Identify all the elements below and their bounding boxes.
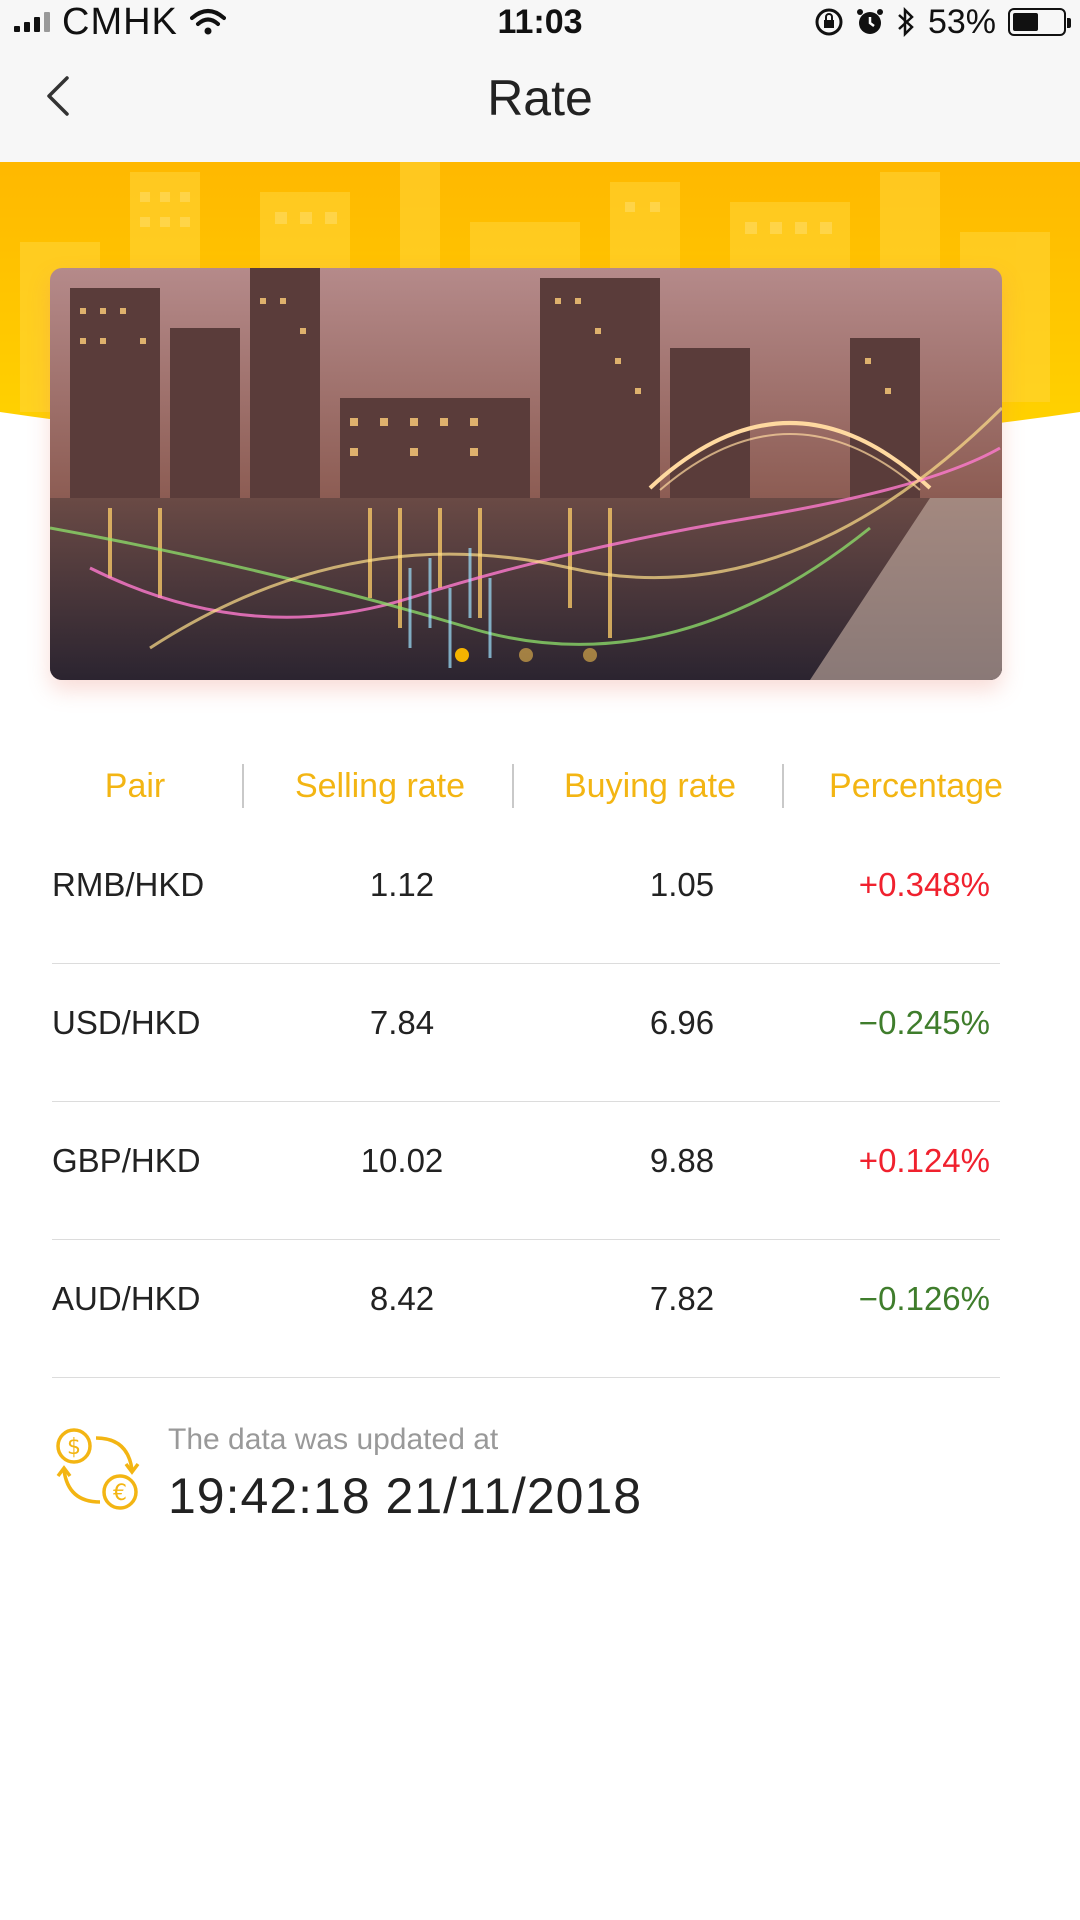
- header-divider: [242, 764, 244, 808]
- pair-cell: USD/HKD: [52, 1004, 201, 1041]
- carousel-dot[interactable]: [455, 648, 469, 662]
- percentage-cell: +0.124%: [858, 1142, 990, 1179]
- nav-bar: Rate: [0, 44, 1080, 162]
- city-night-banner-image: [50, 268, 1002, 680]
- selling-rate-cell: 7.84: [369, 1004, 435, 1041]
- carousel-dot[interactable]: [519, 648, 533, 662]
- svg-text:$: $: [67, 1435, 81, 1460]
- currency-exchange-icon: $ €: [56, 1428, 140, 1510]
- selling-rate-cell: 8.42: [369, 1280, 435, 1317]
- header-divider: [512, 764, 514, 808]
- pair-cell: AUD/HKD: [52, 1280, 201, 1317]
- table-row[interactable]: USD/HKD 7.84 6.96 −0.245%: [52, 964, 1000, 1102]
- status-left: CMHK: [14, 0, 226, 43]
- update-label: The data was updated at: [168, 1423, 499, 1456]
- pair-cell: RMB/HKD: [52, 866, 205, 903]
- banner-carousel[interactable]: [50, 268, 1002, 680]
- status-time: 11:03: [497, 3, 583, 41]
- rate-table: RMB/HKD 1.12 1.05 +0.348% USD/HKD 7.84 6…: [52, 826, 1000, 1378]
- battery-icon: [1008, 8, 1071, 36]
- update-timestamp: 19:42:18 21/11/2018: [168, 1468, 643, 1524]
- header-pair: Pair: [104, 767, 166, 805]
- header-percentage: Percentage: [829, 767, 1003, 805]
- pair-cell: GBP/HKD: [52, 1142, 201, 1179]
- header-buying-rate: Buying rate: [564, 767, 736, 805]
- selling-rate-cell: 10.02: [360, 1142, 444, 1179]
- chevron-left-icon: [47, 76, 69, 116]
- table-row[interactable]: AUD/HKD 8.42 7.82 −0.126%: [52, 1240, 1000, 1378]
- rotation-lock-icon: [815, 8, 843, 36]
- buying-rate-cell: 9.88: [649, 1142, 715, 1179]
- alarm-icon: [856, 9, 883, 34]
- header-selling-rate: Selling rate: [294, 767, 466, 805]
- rate-table-header: Pair Selling rate Buying rate Percentage: [40, 760, 1040, 812]
- carrier-name: CMHK: [62, 0, 178, 43]
- status-right: 53%: [814, 2, 1071, 42]
- signal-icon: [14, 12, 50, 32]
- back-button[interactable]: [30, 68, 86, 124]
- selling-rate-cell: 1.12: [369, 866, 435, 903]
- status-bar: CMHK 11:03 53%: [0, 0, 1080, 44]
- buying-rate-cell: 6.96: [649, 1004, 715, 1041]
- percentage-cell: −0.245%: [858, 1004, 990, 1041]
- update-info: $ € The data was updated at 19:42:18 21/…: [52, 1420, 992, 1530]
- battery-percent: 53%: [927, 2, 996, 41]
- header-divider: [782, 764, 784, 808]
- table-row[interactable]: GBP/HKD 10.02 9.88 +0.124%: [52, 1102, 1000, 1240]
- battery-fill: [1013, 13, 1039, 31]
- carousel-dot[interactable]: [583, 648, 597, 662]
- svg-text:€: €: [113, 1481, 127, 1506]
- percentage-cell: −0.126%: [858, 1280, 990, 1317]
- buying-rate-cell: 7.82: [649, 1280, 715, 1317]
- carousel-indicator[interactable]: [50, 648, 1002, 662]
- page-title: Rate: [487, 70, 593, 126]
- buying-rate-cell: 1.05: [649, 866, 715, 903]
- wifi-icon: [189, 9, 226, 35]
- table-row[interactable]: RMB/HKD 1.12 1.05 +0.348%: [52, 826, 1000, 964]
- bluetooth-icon: [898, 7, 914, 37]
- percentage-cell: +0.348%: [858, 866, 990, 903]
